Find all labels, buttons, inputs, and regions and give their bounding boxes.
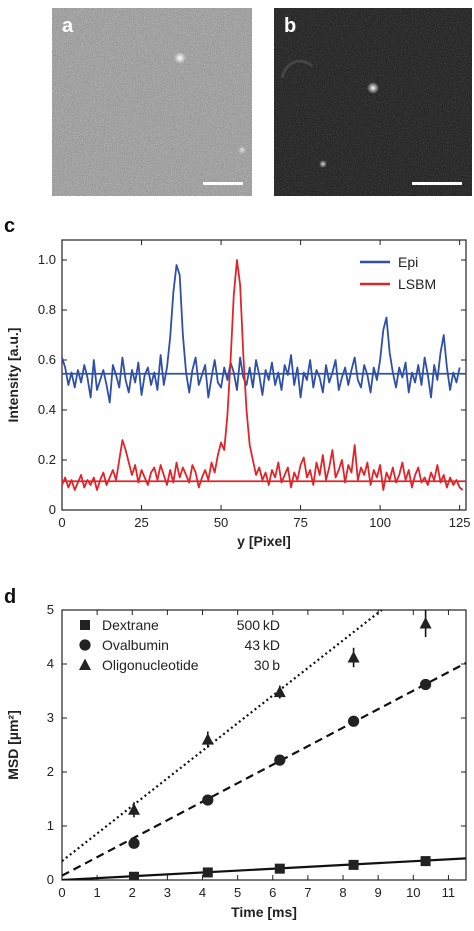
x-tick-label-d: 5: [234, 885, 241, 900]
legend-size-ovalbumin: 43 kD: [245, 637, 281, 653]
y-tick-label-c: 1.0: [38, 252, 56, 267]
data-point-ovalbumin: [274, 754, 286, 766]
y-tick-label-d: 5: [47, 602, 54, 617]
x-tick-label-c: 100: [369, 515, 391, 530]
legend-size-oligonucleotide: 30 b: [254, 657, 280, 673]
data-point-dextrane: [129, 871, 140, 880]
panel-label-d: d: [4, 586, 16, 608]
y-tick-label-d: 0: [47, 872, 54, 887]
y-axis-label-d: MSD [µm²]: [5, 710, 21, 780]
data-point-dextrane: [348, 859, 359, 870]
fit-line-dextrane: [62, 857, 466, 880]
y-tick-label-c: 0.8: [38, 302, 56, 317]
image-a-spot-2: [238, 146, 246, 154]
x-tick-label-d: 8: [339, 885, 346, 900]
data-point-oligonucleotide: [273, 685, 286, 698]
image-a-noise: [52, 8, 252, 196]
scale-bar-b: [412, 182, 462, 185]
legend-marker-ovalbumin: [79, 639, 91, 651]
series-line-lsbm: [61, 259, 464, 491]
x-tick-label-c: 50: [214, 515, 228, 530]
plot-frame-d: [61, 609, 467, 881]
x-tick-label-c: 75: [293, 515, 307, 530]
data-point-dextrane: [202, 867, 213, 878]
plot-area-d: [62, 610, 466, 880]
x-axis-label-c: y [Pixel]: [237, 533, 291, 549]
legend-label-dextrane: Dextrane: [102, 617, 159, 633]
intensity-profile-chart: 0 25 50 75 100 125 0 0.2 0.4 0.6 0.8 1.0 y [Pixel] In…: [5, 239, 471, 549]
x-tick-label-d: 11: [442, 885, 456, 900]
plot-frame-c: [61, 239, 467, 511]
x-tick-label-d: 7: [304, 885, 311, 900]
image-a-spot: [174, 52, 186, 64]
data-point-dextrane: [420, 856, 431, 867]
data-point-ovalbumin: [347, 715, 360, 727]
x-tick-label-c: 0: [58, 515, 65, 530]
x-tick-label-c: 25: [134, 515, 148, 530]
y-tick-label-c: 0: [49, 502, 56, 517]
data-point-oligonucleotide: [347, 651, 360, 663]
legend-label-epi: Epi: [398, 254, 418, 270]
y-tick-label-d: 2: [47, 764, 54, 779]
msd-chart: 0 1 2 3 4 5 6 7 8 9 10 11 0 1 2 3 4 5 Time [ms] MSD [µm²] De…: [5, 602, 467, 920]
data-point-oligonucleotide: [201, 733, 214, 745]
legend-marker-oligonucleotide: [79, 658, 91, 670]
scale-bar-a: [203, 182, 243, 185]
panel-label-b: b: [284, 15, 296, 37]
panel-label-a: a: [62, 15, 74, 37]
legend-label-lsbm: LSBM: [398, 276, 436, 292]
x-tick-label-d: 6: [269, 885, 276, 900]
image-panel-b: b: [274, 8, 472, 196]
x-tick-label-d: 2: [129, 885, 136, 900]
image-b-faint-ring: [280, 59, 313, 79]
data-point-dextrane: [274, 863, 285, 874]
legend-marker-dextrane: [80, 620, 90, 630]
y-axis-label-c: Intensity [a.u.]: [5, 328, 21, 423]
data-point-oligonucleotide: [128, 803, 141, 815]
image-panel-a: a: [52, 8, 252, 196]
legend-label-ovalbumin: Ovalbumin: [102, 637, 169, 653]
x-axis-label-d: Time [ms]: [231, 904, 297, 920]
y-tick-label-c: 0.2: [38, 452, 56, 467]
image-b-spot-2: [319, 160, 327, 168]
y-tick-label-d: 4: [47, 656, 54, 671]
y-tick-label-d: 3: [47, 710, 54, 725]
legend-size-dextrane: 500 kD: [237, 617, 280, 633]
data-point-ovalbumin: [128, 837, 140, 849]
legend-label-oligonucleotide: Oligonucleotide: [102, 657, 199, 673]
x-tick-label-d: 1: [94, 885, 101, 900]
x-tick-label-d: 9: [375, 885, 382, 900]
y-tick-label-c: 0.6: [38, 352, 56, 367]
data-point-ovalbumin: [202, 794, 214, 806]
panel-label-c: c: [4, 215, 15, 237]
data-point-oligonucleotide: [419, 617, 432, 629]
x-tick-label-d: 0: [58, 885, 65, 900]
y-tick-label-d: 1: [47, 818, 54, 833]
x-tick-label-c: 125: [449, 515, 471, 530]
image-b-spot: [367, 82, 379, 94]
x-tick-label-d: 10: [406, 885, 420, 900]
series-line-epi: [61, 264, 461, 404]
fit-line-ovalbumin: [62, 661, 466, 877]
x-tick-label-d: 3: [164, 885, 171, 900]
x-tick-label-d: 4: [199, 885, 206, 900]
data-point-ovalbumin: [420, 678, 432, 691]
y-tick-label-c: 0.4: [38, 402, 56, 417]
image-b-noise: [274, 8, 472, 196]
